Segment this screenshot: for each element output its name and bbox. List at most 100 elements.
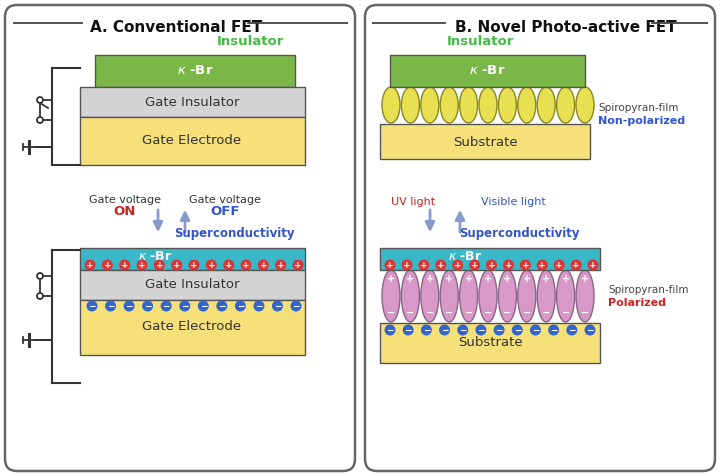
Circle shape (520, 259, 531, 270)
Text: +: + (542, 274, 550, 284)
Circle shape (105, 300, 116, 311)
Text: Gate Insulator: Gate Insulator (145, 278, 239, 291)
Circle shape (512, 325, 523, 336)
Text: −: − (513, 326, 521, 335)
Text: −: − (406, 308, 415, 318)
Ellipse shape (420, 87, 438, 123)
Text: +: + (406, 274, 415, 284)
Ellipse shape (498, 270, 516, 322)
Text: +: + (420, 261, 428, 270)
Text: Substrate: Substrate (458, 337, 522, 349)
Circle shape (384, 325, 395, 336)
Ellipse shape (557, 87, 575, 123)
Bar (80, 87, 305, 117)
Text: Superconductivity: Superconductivity (174, 227, 295, 240)
Circle shape (137, 259, 148, 270)
Bar (380, 323, 600, 363)
Text: −: − (568, 326, 575, 335)
Circle shape (503, 259, 514, 270)
Text: ON: ON (114, 205, 136, 218)
Text: −: − (523, 308, 531, 318)
Bar (390, 55, 585, 87)
Text: $\kappa$ -Br: $\kappa$ -Br (469, 65, 505, 78)
Text: +: + (173, 261, 181, 270)
Bar (80, 300, 305, 355)
Text: Spiropyran-film: Spiropyran-film (608, 285, 688, 295)
Text: −: − (495, 326, 503, 335)
Circle shape (275, 259, 286, 270)
Text: −: − (441, 326, 449, 335)
Text: −: − (503, 308, 511, 318)
Text: +: + (523, 274, 531, 284)
Circle shape (486, 259, 497, 270)
Text: +: + (207, 261, 215, 270)
Circle shape (292, 259, 304, 270)
Ellipse shape (382, 270, 400, 322)
Text: Spiropyran-film: Spiropyran-film (598, 103, 678, 113)
Text: −: − (386, 326, 394, 335)
Text: Non-polarized: Non-polarized (598, 116, 685, 126)
Ellipse shape (382, 87, 400, 123)
Text: +: + (572, 261, 580, 270)
Circle shape (84, 259, 96, 270)
Text: −: − (423, 326, 430, 335)
Circle shape (272, 300, 283, 311)
Text: +: + (190, 261, 198, 270)
Text: Superconductivity: Superconductivity (459, 227, 580, 240)
Ellipse shape (537, 87, 555, 123)
Circle shape (436, 259, 446, 270)
Circle shape (179, 300, 190, 311)
Text: Insulator: Insulator (446, 35, 513, 48)
Text: −: − (426, 308, 434, 318)
Ellipse shape (459, 87, 477, 123)
Circle shape (548, 325, 559, 336)
Circle shape (469, 259, 480, 270)
Text: +: + (505, 261, 512, 270)
Text: −: − (144, 302, 151, 311)
Circle shape (588, 259, 598, 270)
Circle shape (475, 325, 487, 336)
Text: +: + (277, 261, 284, 270)
Circle shape (536, 259, 548, 270)
Circle shape (554, 259, 564, 270)
Text: −: − (387, 308, 395, 318)
Circle shape (253, 300, 264, 311)
Ellipse shape (402, 87, 419, 123)
Text: −: − (477, 326, 485, 335)
Text: −: − (199, 302, 207, 311)
Text: −: − (292, 302, 300, 311)
Circle shape (452, 259, 463, 270)
Ellipse shape (402, 270, 419, 322)
Ellipse shape (479, 270, 497, 322)
Text: +: + (121, 261, 128, 270)
Circle shape (189, 259, 199, 270)
Text: Visible light: Visible light (481, 197, 545, 207)
Text: Gate Electrode: Gate Electrode (143, 320, 242, 334)
Circle shape (216, 300, 228, 311)
Text: +: + (555, 261, 563, 270)
Ellipse shape (459, 270, 477, 322)
Circle shape (530, 325, 541, 336)
Circle shape (494, 325, 505, 336)
Ellipse shape (537, 270, 555, 322)
Text: UV light: UV light (391, 197, 435, 207)
FancyBboxPatch shape (5, 5, 355, 471)
Circle shape (120, 259, 130, 270)
Text: −: − (531, 326, 539, 335)
Ellipse shape (420, 270, 438, 322)
Text: −: − (274, 302, 282, 311)
Text: +: + (539, 261, 546, 270)
Ellipse shape (518, 270, 536, 322)
Circle shape (124, 300, 135, 311)
FancyBboxPatch shape (365, 5, 715, 471)
Ellipse shape (576, 270, 594, 322)
Text: −: − (255, 302, 263, 311)
Circle shape (290, 300, 302, 311)
Text: $\kappa$ -Br: $\kappa$ -Br (448, 249, 482, 262)
Circle shape (161, 300, 171, 311)
Text: +: + (464, 274, 472, 284)
Text: +: + (294, 261, 302, 270)
Text: −: − (218, 302, 225, 311)
Text: +: + (386, 261, 394, 270)
Text: +: + (86, 261, 94, 270)
